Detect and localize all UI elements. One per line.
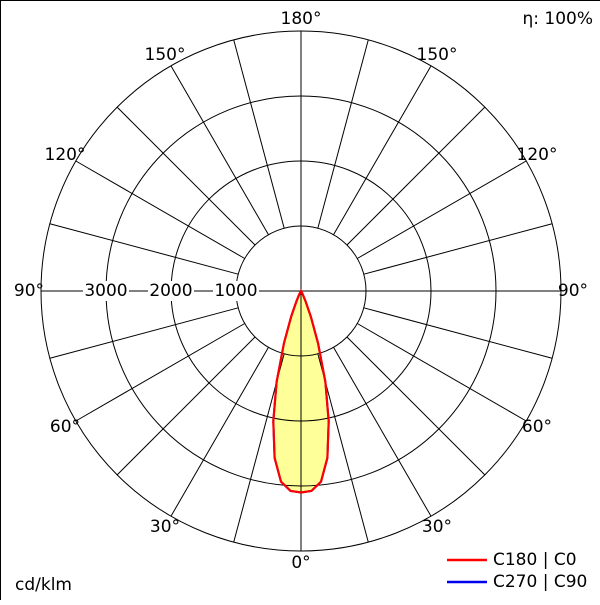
grid-spoke	[170, 347, 269, 517]
grid-spoke	[116, 106, 256, 246]
grid-spoke	[75, 323, 245, 422]
angle-label-0: 0°	[291, 553, 310, 573]
angle-label-120-left: 120°	[45, 145, 86, 165]
angle-label-60-right: 60°	[522, 417, 552, 437]
grid-spoke	[170, 65, 269, 235]
grid-spoke	[75, 160, 245, 259]
scale-label-3000: 3000	[84, 281, 127, 301]
scale-label-2000: 2000	[149, 281, 192, 301]
grid-spoke	[317, 39, 369, 229]
grid-spoke	[363, 307, 553, 359]
scale-label-bg	[148, 281, 194, 301]
angle-label-120-right: 120°	[517, 145, 558, 165]
radial-scale: 3000 2000 1000	[83, 281, 259, 301]
scale-label-bg	[83, 281, 129, 301]
angle-label-60-left: 60°	[50, 417, 80, 437]
grid-spoke	[346, 106, 486, 246]
angle-label-90-right: 90°	[558, 281, 588, 301]
angle-label-150-left: 150°	[145, 45, 186, 65]
grid-spoke	[49, 223, 239, 275]
angle-label-30-right: 30°	[422, 517, 452, 537]
angle-label-90-left: 90°	[14, 281, 44, 301]
grid-spoke	[233, 39, 285, 229]
grid-spoke	[333, 65, 432, 235]
grid-spoke	[363, 223, 553, 275]
grid-spoke	[49, 307, 239, 359]
scale-label-bg	[213, 281, 259, 301]
angle-label-30-left: 30°	[150, 517, 180, 537]
grid-spoke	[333, 347, 432, 517]
c180-c0-curve	[272, 288, 330, 494]
angle-label-150-right: 150°	[417, 45, 458, 65]
legend: C180 | C0 C270 | C90	[447, 550, 587, 592]
scale-label-1000: 1000	[214, 281, 257, 301]
angle-labels: 180° 150° 150° 120° 120° 90° 90° 60° 60°…	[14, 9, 588, 573]
grid-spoke	[357, 160, 527, 259]
grid-spoke	[346, 336, 486, 476]
legend-label-c180-c0: C180 | C0	[493, 550, 577, 570]
angle-label-180: 180°	[281, 9, 322, 29]
efficiency-label: η: 100%	[522, 9, 593, 29]
units-label: cd/klm	[15, 575, 72, 595]
grid-spoke	[116, 336, 256, 476]
grid-spoke	[357, 323, 527, 422]
legend-label-c270-c90: C270 | C90	[493, 572, 587, 592]
